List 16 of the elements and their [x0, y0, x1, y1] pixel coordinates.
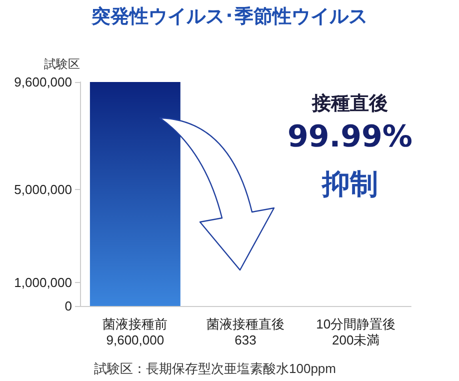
chart-title: 突発性ウイルス･季節性ウイルス	[90, 6, 368, 28]
annotation: 抑制	[321, 168, 378, 200]
x-tick-label: 10分間静置後	[316, 316, 396, 332]
x-tick-label: 菌液接種前	[102, 316, 168, 332]
annotation: 接種直後	[311, 92, 388, 114]
annotation: 99.99%	[288, 120, 412, 154]
y-tick-label: 0	[64, 298, 72, 314]
y-tick-label: 5,000,000	[14, 182, 72, 197]
data-label: 200未満	[332, 332, 380, 348]
data-label: 633	[234, 332, 256, 348]
y-axis-title: 試験区	[44, 57, 80, 71]
text: 試験区：長期保存型次亜塩素酸水100ppm	[94, 361, 336, 376]
data-label: 9,600,000	[106, 332, 164, 348]
y-tick-label: 1,000,000	[14, 275, 72, 290]
x-tick-label: 菌液接種直後	[206, 316, 284, 332]
y-tick-label: 9,600,000	[14, 74, 72, 90]
